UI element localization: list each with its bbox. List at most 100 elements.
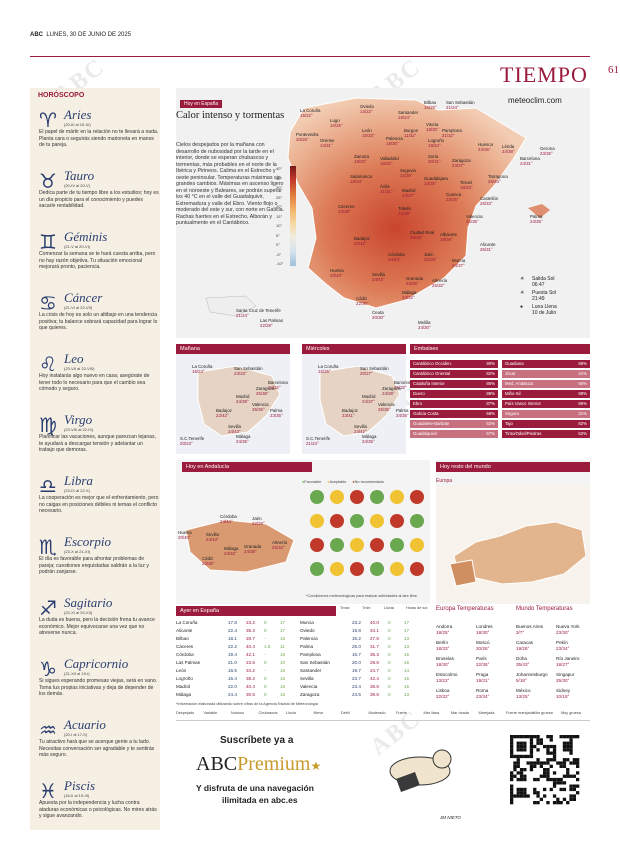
table-cell: 13 bbox=[404, 636, 410, 641]
reservoir-row: Guadalete-Barbate 52% bbox=[410, 420, 498, 428]
table-cell: 22.0 bbox=[228, 684, 237, 689]
table-cell: 24.7 bbox=[370, 668, 379, 673]
ad-line2: Y disfruta de una navegación bbox=[196, 783, 314, 793]
reservoir-name: Cantábrico Oriental bbox=[413, 371, 451, 376]
temp-entry: Singapur 25/30° bbox=[556, 672, 596, 684]
activity-icon bbox=[390, 490, 404, 504]
subscription-ad[interactable]: Suscríbete ya a ABCPremium★ Y disfruta d… bbox=[176, 720, 590, 830]
activity-icon bbox=[310, 490, 324, 504]
table-cell: 0 bbox=[264, 660, 267, 665]
city-temp: 23/35° bbox=[446, 197, 459, 202]
table-cell: 40.4 bbox=[246, 684, 255, 689]
table-cell: 19.7 bbox=[352, 668, 361, 673]
temp-entry: Andorra 18/25° bbox=[436, 624, 476, 636]
zodiac-icon: ♎ bbox=[39, 474, 57, 498]
city-temp: 3/7° bbox=[516, 630, 525, 635]
reservoir-level: 86% bbox=[486, 381, 495, 386]
city-temp: 24/43° bbox=[206, 537, 219, 542]
city-name: Madrid bbox=[362, 394, 376, 399]
symbols-legend: Despejado Variable Nuboso Chubascos Lluvia Ni… bbox=[176, 710, 590, 720]
andalucia-note: *Condiciones meteorológicas para realiza… bbox=[306, 594, 418, 598]
city-temp: 18/33° bbox=[460, 185, 473, 190]
city-temp: 20/26° bbox=[476, 646, 490, 651]
city-temp: 18/34° bbox=[428, 143, 441, 148]
city-temp: 24/39° bbox=[398, 211, 411, 216]
table-cell: - bbox=[264, 652, 266, 657]
city-label: Barcelona 24/32° bbox=[268, 380, 288, 390]
table-cell: 40.4 bbox=[246, 644, 255, 649]
city-name: La Coruña bbox=[176, 620, 198, 625]
table-cell: 0 bbox=[264, 620, 267, 625]
city-temp: 26/33° bbox=[480, 201, 493, 206]
city-temp: 23/34° bbox=[556, 646, 570, 651]
table-row: Murcia 23.2 40.0 0 17 bbox=[300, 620, 424, 628]
city-temp: 23/30° bbox=[556, 630, 570, 635]
city-label: Badajoz 22/42° bbox=[216, 408, 232, 418]
activity-icon bbox=[410, 490, 424, 504]
qr-code[interactable] bbox=[510, 735, 580, 805]
city-label: León 16/33° bbox=[362, 128, 375, 138]
city-label: Bilbao 16/25° bbox=[424, 100, 437, 110]
city-label: Valencia 25/35° bbox=[466, 214, 483, 224]
sign-dates: (18-II al 19-III) bbox=[64, 793, 90, 798]
city-name: Zaragoza bbox=[256, 386, 275, 391]
table-row: Palencia 16.2 27.8 0 13 bbox=[300, 636, 424, 644]
city-name: Granada bbox=[406, 276, 424, 281]
city-label: Almería 25/32° bbox=[272, 540, 287, 550]
city-temp: 16/24° bbox=[192, 369, 205, 374]
city-name: Palencia bbox=[300, 636, 318, 641]
table-cell: 14 bbox=[404, 668, 410, 673]
city-temp: 25/32° bbox=[272, 545, 285, 550]
city-label: Gerona 23/35° bbox=[540, 146, 555, 156]
city-name: Caracas bbox=[516, 640, 534, 645]
city-temp: 19/31° bbox=[476, 678, 490, 683]
temperature-scale bbox=[290, 166, 296, 266]
horoscope-sign: ♎ Libra (23-IX al 22-X) La cooperación es m… bbox=[36, 473, 159, 534]
scale-label: 40° bbox=[276, 166, 283, 171]
sign-dates: (21-V al 20-VI) bbox=[64, 244, 91, 249]
table-cell: 23.4 bbox=[352, 684, 361, 689]
reservoir-level: 90% bbox=[486, 361, 495, 366]
city-name: Buenos Aires bbox=[516, 624, 544, 629]
cartoon-illustration bbox=[389, 749, 452, 792]
ad-brand-abc: ABC bbox=[196, 753, 238, 775]
world-region: Europa bbox=[436, 478, 453, 484]
reservoir-name: Miño-Sil bbox=[505, 391, 521, 396]
table-cell: 27.8 bbox=[370, 636, 379, 641]
sign-text: Comenzar la semana se te hará cuesta arr… bbox=[39, 251, 156, 271]
legend-dot-icon: ● bbox=[302, 480, 305, 484]
moon-icon: ● bbox=[520, 304, 524, 310]
table-row: San Sebastián 20.0 28.8 0 16 bbox=[300, 660, 424, 668]
sign-name: Tauro bbox=[64, 168, 95, 183]
city-temp: 24/43° bbox=[228, 429, 241, 434]
city-temp: 24/32° bbox=[402, 295, 415, 300]
yesterday-panel: Ayer en España Tmax Tmin Lluvia Horas de so… bbox=[176, 606, 430, 716]
reservoir-level: 68% bbox=[578, 361, 587, 366]
city-label: Cáceres 23/39° bbox=[338, 204, 354, 214]
reservoir-name: Júcar bbox=[505, 371, 516, 376]
activity-icon bbox=[390, 562, 404, 576]
city-name: Barcelona bbox=[520, 156, 540, 161]
city-temp: 19/39° bbox=[440, 237, 453, 242]
symbol-label: Despejado bbox=[176, 711, 195, 715]
sign-name: Escorpio bbox=[64, 534, 111, 549]
city-temp: 24/38° bbox=[382, 391, 395, 396]
activity-icon bbox=[310, 514, 324, 528]
city-temp: 26/31° bbox=[480, 247, 493, 252]
city-name: Sevilla bbox=[300, 676, 314, 681]
table-cell: - bbox=[264, 636, 266, 641]
sunset-label: Puesta Sol bbox=[532, 290, 557, 296]
city-label: Tarragona 26/33° bbox=[488, 174, 508, 184]
city-temp: 24/32° bbox=[224, 551, 237, 556]
table-cell: 16.5 bbox=[228, 668, 237, 673]
city-name: Cáceres bbox=[338, 204, 355, 209]
scale-label: 20° bbox=[276, 204, 283, 209]
city-temp: 24/37° bbox=[362, 399, 375, 404]
city-name: Melilla bbox=[418, 320, 431, 325]
city-name: Cádiz bbox=[202, 556, 214, 561]
city-label: Zaragoza 23/37° bbox=[452, 158, 471, 168]
table-cell: 10 bbox=[280, 660, 286, 665]
table-cell: 0 bbox=[388, 684, 391, 689]
scale-label: 15° bbox=[276, 213, 283, 219]
table-header: Horas de sol bbox=[406, 606, 428, 610]
